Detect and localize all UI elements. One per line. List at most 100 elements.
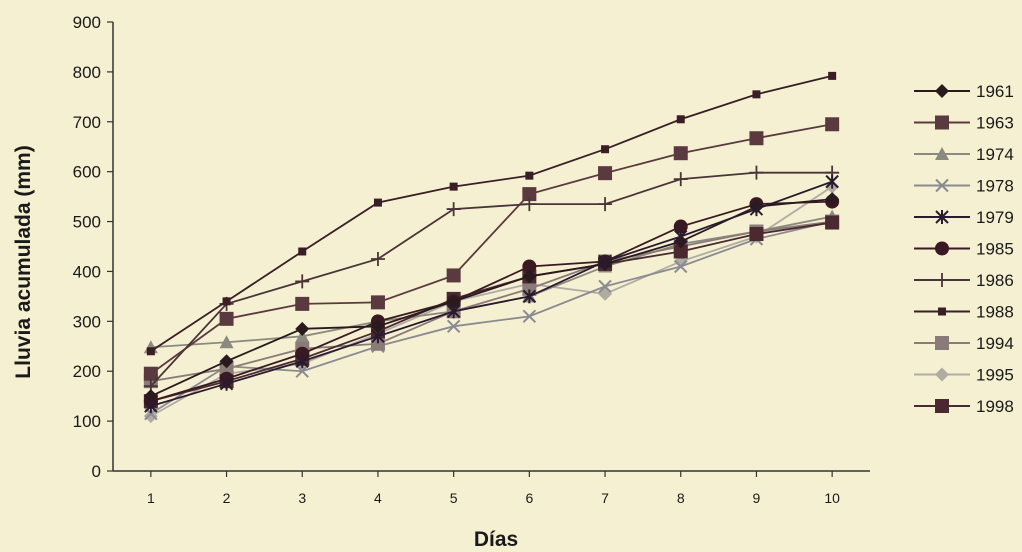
x-tick-label: 1 — [147, 490, 155, 506]
data-point-1961 — [522, 269, 537, 284]
legend-item-1986: 1986 — [914, 271, 1014, 290]
x-tick-label: 10 — [824, 490, 840, 506]
data-point-1978 — [446, 319, 461, 334]
legend-label-1988: 1988 — [976, 303, 1014, 322]
legend-item-1988: 1988 — [914, 303, 1014, 322]
x-tick-label: 3 — [298, 490, 306, 506]
data-point-1963 — [522, 187, 537, 202]
x-axis-title: Días — [474, 528, 518, 551]
series-line-1998 — [150, 221, 833, 403]
data-point-1986 — [295, 274, 310, 289]
data-point-1988 — [752, 90, 761, 99]
series-line-1988 — [150, 75, 833, 353]
series-1988 — [146, 71, 837, 356]
legend-marker-1978 — [935, 178, 949, 193]
data-point-1979 — [825, 174, 839, 189]
x-tick-label: 5 — [450, 490, 458, 506]
legend-marker-1998 — [935, 399, 949, 413]
legend-item-1985: 1985 — [914, 240, 1014, 259]
data-point-1963 — [825, 117, 840, 132]
data-point-1979 — [371, 329, 385, 344]
y-tick-label: 800 — [73, 63, 101, 82]
legend-marker-1985 — [935, 241, 949, 256]
y-tick-label: 900 — [73, 13, 101, 32]
legend-marker-1974 — [935, 147, 949, 160]
data-point-1979 — [674, 229, 688, 244]
legend-marker-1988 — [938, 307, 946, 316]
data-point-1974 — [219, 335, 234, 349]
legend-label-1994: 1994 — [976, 334, 1014, 353]
x-tick-label: 8 — [677, 490, 685, 506]
data-point-1986 — [522, 197, 537, 212]
legend-item-1963: 1963 — [914, 114, 1014, 133]
legend-label-1963: 1963 — [976, 114, 1014, 133]
data-point-1985 — [522, 259, 537, 274]
legend-label-1961: 1961 — [976, 82, 1014, 101]
data-point-1963 — [598, 166, 613, 181]
data-point-1978 — [598, 279, 612, 294]
y-tick-label: 600 — [73, 163, 101, 182]
data-point-1988 — [525, 171, 534, 180]
data-point-1963 — [295, 296, 310, 311]
data-point-1986 — [446, 202, 461, 217]
data-point-1961 — [143, 389, 158, 404]
data-point-1986 — [749, 165, 764, 180]
data-point-1998 — [825, 215, 840, 230]
legend-item-1979: 1979 — [914, 208, 1014, 227]
legend-item-1978: 1978 — [914, 177, 1014, 196]
legend-item-1994: 1994 — [914, 334, 1014, 353]
plot-area: 0 100 200 300 400 500 600 700 800 900 1 2 3 4 5 6 7 8 9 10 — [73, 13, 870, 506]
legend-label-1974: 1974 — [976, 145, 1014, 164]
data-point-1988 — [373, 198, 382, 207]
data-point-1978 — [522, 309, 537, 324]
data-point-1979 — [446, 304, 461, 319]
legend-item-1998: 1998 — [914, 397, 1014, 416]
data-point-1963 — [219, 311, 234, 326]
y-tick-label: 400 — [73, 262, 101, 281]
y-tick-label: 500 — [73, 213, 101, 232]
data-point-1986 — [370, 251, 385, 266]
data-point-1988 — [676, 115, 685, 124]
legend-marker-1986 — [935, 273, 949, 287]
data-point-1961 — [219, 354, 234, 369]
series-line-1979 — [150, 180, 833, 408]
data-point-1985 — [673, 219, 688, 234]
data-point-1961 — [295, 321, 310, 336]
data-point-1978 — [674, 259, 688, 274]
data-point-1963 — [749, 131, 764, 146]
legend-label-1979: 1979 — [976, 208, 1014, 227]
legend-item-1995: 1995 — [914, 366, 1014, 385]
series-line-1963 — [150, 123, 833, 375]
x-tick-label: 7 — [601, 490, 609, 506]
series-line-1985 — [150, 200, 833, 403]
series-1963 — [143, 117, 840, 381]
x-tick-label: 6 — [525, 490, 533, 506]
data-point-1986 — [673, 172, 688, 187]
data-point-1988 — [222, 297, 231, 306]
y-axis-title: Lluvia acumulada (mm) — [12, 145, 35, 378]
data-point-1963 — [143, 366, 158, 381]
legend-item-1974: 1974 — [914, 145, 1014, 164]
data-point-1961 — [370, 319, 385, 334]
data-point-1998 — [673, 244, 688, 259]
legend-label-1978: 1978 — [976, 177, 1014, 196]
data-point-1961 — [446, 294, 461, 309]
data-point-1979 — [749, 202, 764, 217]
y-tick-label: 0 — [92, 462, 101, 481]
data-point-1979 — [295, 354, 309, 369]
data-point-1994 — [219, 361, 234, 376]
series-line-1986 — [150, 171, 833, 387]
data-point-1963 — [446, 268, 461, 283]
data-point-1979 — [522, 289, 537, 304]
data-point-1963 — [370, 295, 385, 310]
y-tick-label: 200 — [73, 362, 101, 381]
legend-marker-1963 — [935, 115, 949, 130]
data-point-1988 — [449, 182, 458, 191]
y-tick-label: 100 — [73, 412, 101, 431]
x-tick-label: 2 — [223, 490, 231, 506]
series-line-1978 — [150, 220, 833, 415]
data-point-1988 — [601, 145, 610, 154]
series-1979 — [144, 174, 839, 414]
legend-marker-1994 — [935, 336, 949, 350]
